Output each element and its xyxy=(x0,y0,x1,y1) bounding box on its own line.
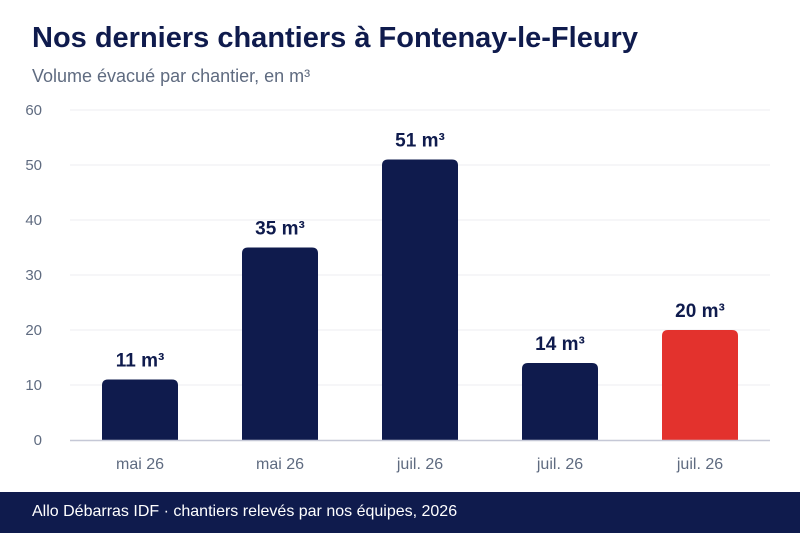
footer-source-text: Allo Débarras IDF · chantiers relevés pa… xyxy=(32,503,458,520)
bar xyxy=(522,363,598,440)
bar-chart: 0 10 20 30 40 50 60 11 m³ mai 26 35 m³ mai 26 51 m³… xyxy=(25,102,770,473)
chart-title: Nos derniers chantiers à Fontenay-le-Fle… xyxy=(32,22,638,54)
x-tick-label: mai 26 xyxy=(116,456,164,473)
y-tick-label: 60 xyxy=(25,102,42,119)
y-tick-label: 40 xyxy=(25,212,42,229)
y-tick-label: 50 xyxy=(25,157,42,174)
y-tick-label: 20 xyxy=(25,322,42,339)
bar-value-label: 20 m³ xyxy=(675,301,725,322)
x-tick-label: juil. 26 xyxy=(396,456,443,473)
bar-value-label: 11 m³ xyxy=(116,351,165,372)
x-tick-label: juil. 26 xyxy=(676,456,723,473)
bar-value-label: 51 m³ xyxy=(395,131,445,152)
bar xyxy=(662,330,738,440)
chart-subtitle: Volume évacué par chantier, en m³ xyxy=(32,66,311,86)
bar xyxy=(242,247,318,440)
bar xyxy=(102,379,178,440)
bar-value-label: 35 m³ xyxy=(255,219,305,240)
x-tick-label: juil. 26 xyxy=(536,456,583,473)
bar xyxy=(382,159,458,440)
bar-value-label: 14 m³ xyxy=(535,334,585,355)
y-tick-label: 0 xyxy=(34,432,42,449)
y-tick-label: 30 xyxy=(25,267,42,284)
x-tick-label: mai 26 xyxy=(256,456,304,473)
footer-bar: Allo Débarras IDF · chantiers relevés pa… xyxy=(0,492,800,533)
y-tick-label: 10 xyxy=(25,377,42,394)
